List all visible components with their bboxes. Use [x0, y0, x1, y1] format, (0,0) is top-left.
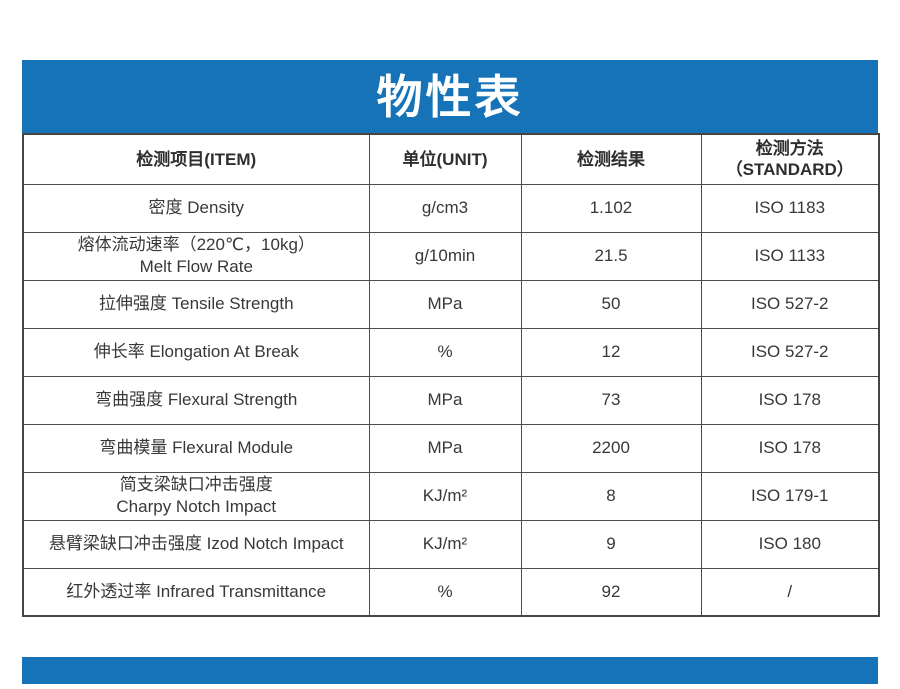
col-header-unit-label: 单位(UNIT): [402, 149, 488, 169]
unit-cell: MPa: [368, 279, 522, 329]
table-row-flexural-module: 弯曲模量 Flexural Module MPa 2200 ISO 178: [22, 423, 880, 473]
item-cell: 弯曲强度 Flexural Strength: [22, 375, 370, 425]
item-label: 红外透过率 Infrared Transmittance: [66, 581, 327, 601]
title-banner: 物性表: [22, 60, 878, 133]
standard-cell: ISO 1133: [700, 231, 880, 281]
table-row-density: 密度 Density g/cm3 1.102 ISO 1183: [22, 183, 880, 233]
table-header-row: 检测项目(ITEM) 单位(UNIT) 检测结果 检测方法 （STANDARD）: [22, 133, 880, 185]
standard-cell: ISO 527-2: [700, 279, 880, 329]
item-label: 简支梁缺口冲击强度: [119, 475, 273, 494]
item-label: 熔体流动速率（220℃，10kg）: [77, 235, 315, 254]
table-row-tensile-strength: 拉伸强度 Tensile Strength MPa 50 ISO 527-2: [22, 279, 880, 329]
standard-cell: ISO 1183: [700, 183, 880, 233]
table-row-elongation: 伸长率 Elongation At Break % 12 ISO 527-2: [22, 327, 880, 377]
col-header-standard-label-line1: 检测方法: [755, 139, 824, 159]
item-label: 悬臂梁缺口冲击强度 Izod Notch Impact: [48, 534, 344, 553]
table-row-charpy-notch-impact: 简支梁缺口冲击强度 Charpy Notch Impact KJ/m² 8 IS…: [22, 471, 880, 521]
item-cell: 拉伸强度 Tensile Strength: [22, 279, 370, 329]
result-cell: 21.5: [520, 231, 702, 281]
item-cell: 悬臂梁缺口冲击强度 Izod Notch Impact: [22, 519, 370, 569]
item-cell: 密度 Density: [22, 183, 370, 233]
item-cell: 熔体流动速率（220℃，10kg） Melt Flow Rate: [22, 231, 370, 281]
col-header-result: 检测结果: [520, 133, 702, 185]
unit-cell: MPa: [368, 423, 522, 473]
item-label-line2: Melt Flow Rate: [139, 257, 253, 276]
table-row-izod-notch-impact: 悬臂梁缺口冲击强度 Izod Notch Impact KJ/m² 9 ISO …: [22, 519, 880, 569]
result-cell: 9: [520, 519, 702, 569]
item-cell: 伸长率 Elongation At Break: [22, 327, 370, 377]
col-header-standard-label-line2: （STANDARD）: [725, 160, 854, 180]
table-row-flexural-strength: 弯曲强度 Flexural Strength MPa 73 ISO 178: [22, 375, 880, 425]
unit-cell: g/cm3: [368, 183, 522, 233]
result-cell: 92: [520, 567, 702, 617]
item-label: 弯曲模量 Flexural Module: [99, 438, 294, 457]
unit-cell: KJ/m²: [368, 471, 522, 521]
item-label: 密度 Density: [148, 198, 244, 217]
unit-cell: MPa: [368, 375, 522, 425]
item-label: 伸长率 Elongation At Break: [93, 342, 299, 361]
unit-cell: %: [368, 567, 522, 617]
footer-accent-bar: [22, 657, 878, 684]
item-cell: 红外透过率 Infrared Transmittance: [22, 567, 370, 617]
unit-cell: g/10min: [368, 231, 522, 281]
table-row-melt-flow-rate: 熔体流动速率（220℃，10kg） Melt Flow Rate g/10min…: [22, 231, 880, 281]
table-row-infrared-transmittance: 红外透过率 Infrared Transmittance % 92 /: [22, 567, 880, 617]
item-label: 弯曲强度 Flexural Strength: [95, 390, 298, 409]
unit-cell: %: [368, 327, 522, 377]
result-cell: 50: [520, 279, 702, 329]
page-title: 物性表: [376, 70, 524, 123]
result-cell: 2200: [520, 423, 702, 473]
unit-cell: KJ/m²: [368, 519, 522, 569]
standard-cell: ISO 180: [700, 519, 880, 569]
col-header-item: 检测项目(ITEM): [22, 133, 370, 185]
standard-cell: ISO 178: [700, 375, 880, 425]
result-cell: 8: [520, 471, 702, 521]
standard-cell: ISO 178: [700, 423, 880, 473]
properties-table: 检测项目(ITEM) 单位(UNIT) 检测结果 检测方法 （STANDARD）…: [22, 133, 880, 617]
col-header-standard: 检测方法 （STANDARD）: [700, 133, 880, 185]
standard-cell: ISO 179-1: [700, 471, 880, 521]
result-cell: 1.102: [520, 183, 702, 233]
col-header-result-label: 检测结果: [577, 149, 645, 169]
item-cell: 弯曲模量 Flexural Module: [22, 423, 370, 473]
result-cell: 73: [520, 375, 702, 425]
standard-cell: /: [700, 567, 880, 617]
col-header-item-label: 检测项目(ITEM): [136, 149, 257, 169]
item-cell: 简支梁缺口冲击强度 Charpy Notch Impact: [22, 471, 370, 521]
col-header-unit: 单位(UNIT): [368, 133, 522, 185]
item-label: 拉伸强度 Tensile Strength: [98, 294, 294, 313]
standard-cell: ISO 527-2: [700, 327, 880, 377]
result-cell: 12: [520, 327, 702, 377]
item-label-line2: Charpy Notch Impact: [116, 497, 277, 516]
